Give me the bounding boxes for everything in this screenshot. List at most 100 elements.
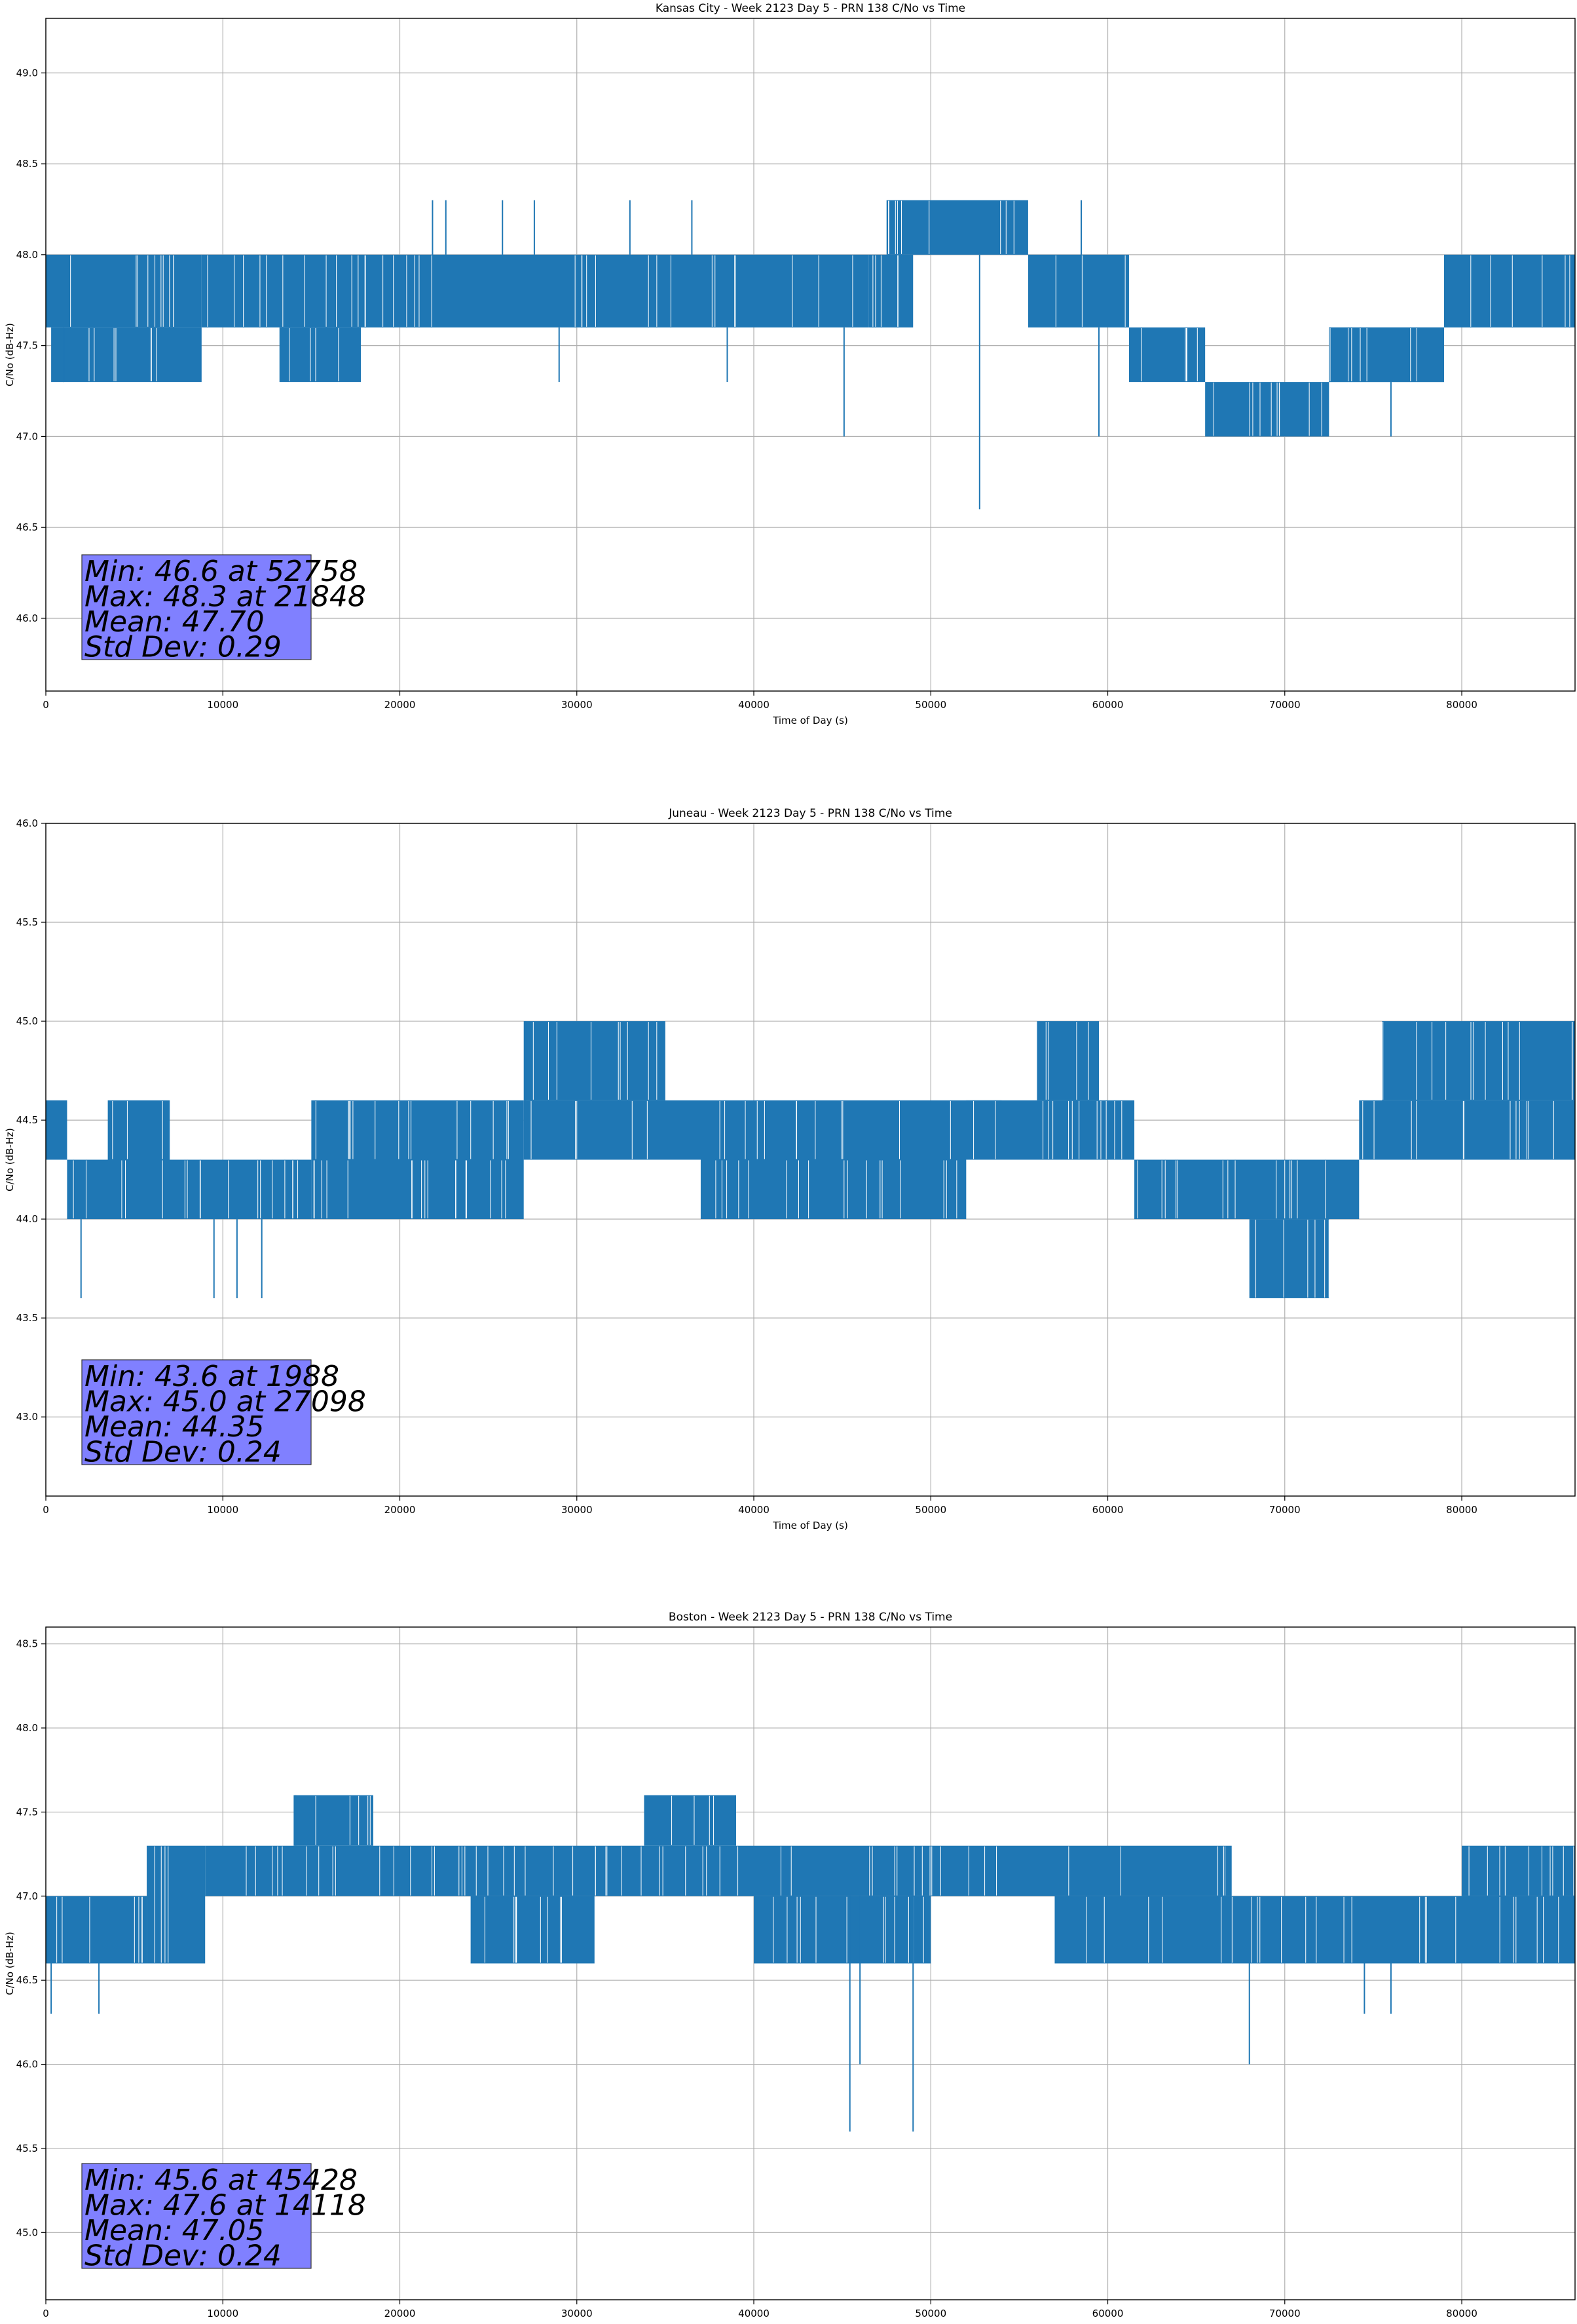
- stats-line: Max: 47.6 at 14118: [84, 2189, 366, 2222]
- signal-band: [1205, 382, 1329, 437]
- x-tick-label: 10000: [207, 1504, 238, 1516]
- signal-band: [700, 1159, 967, 1220]
- signal-band: [1231, 1896, 1575, 1964]
- signal-band: [1054, 1896, 1232, 1964]
- y-tick-label: 48.0: [16, 1722, 38, 1734]
- signal-band: [107, 1100, 170, 1160]
- signal-band: [1028, 254, 1129, 328]
- y-tick-label: 47.5: [16, 1806, 38, 1818]
- y-axis-label: C/No (dB-Hz): [4, 1128, 16, 1191]
- x-tick-label: 40000: [738, 2308, 770, 2319]
- y-tick-label: 45.5: [16, 916, 38, 928]
- x-tick-label: 10000: [207, 699, 238, 711]
- y-tick-label: 45.0: [16, 2226, 38, 2238]
- signal-band: [311, 1100, 524, 1160]
- y-tick-label: 47.5: [16, 340, 38, 352]
- stats-line: Max: 45.0 at 27098: [84, 1385, 366, 1419]
- stats-line: Min: 45.6 at 45428: [84, 2164, 358, 2197]
- x-axis-label: Time of Day (s): [772, 715, 848, 726]
- stats-box: [81, 2163, 312, 2269]
- x-tick-label: 20000: [384, 699, 416, 711]
- signal-band: [46, 1100, 67, 1160]
- y-tick-label: 46.0: [16, 2059, 38, 2071]
- x-tick-label: 0: [43, 2308, 49, 2319]
- signal-band: [754, 1896, 931, 1964]
- y-tick-label: 46.5: [16, 521, 38, 533]
- signal-band: [966, 1100, 1135, 1160]
- signal-band: [311, 1159, 524, 1220]
- y-tick-label: 44.0: [16, 1213, 38, 1225]
- stats-line: Std Dev: 0.24: [84, 1436, 282, 1469]
- y-tick-label: 47.0: [16, 1890, 38, 1902]
- x-tick-label: 50000: [915, 699, 946, 711]
- x-tick-label: 0: [43, 699, 49, 711]
- x-tick-label: 30000: [561, 1504, 593, 1516]
- plot-frame: [45, 823, 1576, 1497]
- signal-band: [205, 1845, 595, 1896]
- signal-band: [594, 1845, 1232, 1896]
- x-tick-label: 70000: [1269, 1504, 1301, 1516]
- y-tick-label: 45.5: [16, 2143, 38, 2154]
- x-tick-label: 80000: [1446, 2308, 1477, 2319]
- signal-band: [1444, 254, 1575, 328]
- y-tick-label: 43.0: [16, 1411, 38, 1423]
- stats-line: Max: 48.3 at 21848: [84, 580, 366, 614]
- x-tick-label: 0: [43, 1504, 49, 1516]
- signal-band: [1128, 327, 1206, 383]
- signal-band: [1134, 1159, 1360, 1220]
- y-axis-label: C/No (dB-Hz): [4, 323, 16, 386]
- x-tick-label: 10000: [207, 2308, 238, 2319]
- x-tick-label: 70000: [1269, 2308, 1301, 2319]
- stats-line: Std Dev: 0.29: [84, 631, 282, 664]
- signal-band: [1359, 1100, 1575, 1160]
- stats-line: Mean: 44.35: [84, 1410, 265, 1444]
- signal-band: [1249, 1219, 1329, 1298]
- x-tick-label: 20000: [384, 2308, 416, 2319]
- chart-title: Boston - Week 2123 Day 5 - PRN 138 C/No …: [669, 1611, 952, 1624]
- y-tick-label: 46.5: [16, 1974, 38, 1986]
- signal-band: [523, 1021, 665, 1100]
- x-tick-label: 60000: [1092, 1504, 1124, 1516]
- signal-band: [1382, 1021, 1575, 1100]
- stats-line: Min: 46.6 at 52758: [84, 555, 358, 588]
- x-tick-label: 30000: [561, 2308, 593, 2319]
- x-tick-label: 60000: [1092, 2308, 1124, 2319]
- y-tick-label: 45.0: [16, 1015, 38, 1027]
- signal-band: [1462, 1845, 1575, 1896]
- stats-line: Min: 43.6 at 1988: [84, 1360, 339, 1393]
- signal-band: [46, 1896, 147, 1964]
- plot-frame: [45, 18, 1576, 692]
- y-tick-label: 46.0: [16, 817, 38, 829]
- chart-title: Juneau - Week 2123 Day 5 - PRN 138 C/No …: [668, 807, 952, 820]
- signal-band: [46, 254, 202, 328]
- y-tick-label: 44.5: [16, 1114, 38, 1126]
- x-axis-label: Time of Day (s): [772, 1520, 848, 1531]
- signal-band: [293, 1795, 373, 1846]
- signal-band: [523, 1100, 1002, 1160]
- stats-line: Mean: 47.05: [84, 2214, 265, 2247]
- y-tick-label: 48.0: [16, 249, 38, 261]
- y-tick-label: 49.0: [16, 67, 38, 79]
- y-tick-label: 46.0: [16, 612, 38, 624]
- signal-band: [279, 327, 362, 383]
- chart-panel-0: Kansas City - Week 2123 Day 5 - PRN 138 …: [4, 2, 1576, 726]
- signal-band: [868, 254, 914, 328]
- stats-line: Mean: 47.70: [84, 605, 265, 639]
- y-tick-label: 48.5: [16, 1638, 38, 1650]
- signal-band: [147, 1845, 206, 1964]
- y-axis-label: C/No (dB-Hz): [4, 1932, 16, 1995]
- x-tick-label: 60000: [1092, 699, 1124, 711]
- stats-line: Std Dev: 0.24: [84, 2240, 282, 2273]
- y-tick-label: 47.0: [16, 430, 38, 442]
- signal-band: [470, 1896, 595, 1964]
- x-tick-label: 80000: [1446, 699, 1477, 711]
- signal-band: [51, 327, 202, 383]
- chart-title: Kansas City - Week 2123 Day 5 - PRN 138 …: [656, 2, 965, 15]
- x-tick-label: 40000: [738, 699, 770, 711]
- y-tick-label: 43.5: [16, 1312, 38, 1324]
- plot-frame: [45, 1626, 1576, 2300]
- signal-band: [201, 254, 869, 328]
- x-tick-label: 50000: [915, 1504, 946, 1516]
- x-tick-label: 30000: [561, 699, 593, 711]
